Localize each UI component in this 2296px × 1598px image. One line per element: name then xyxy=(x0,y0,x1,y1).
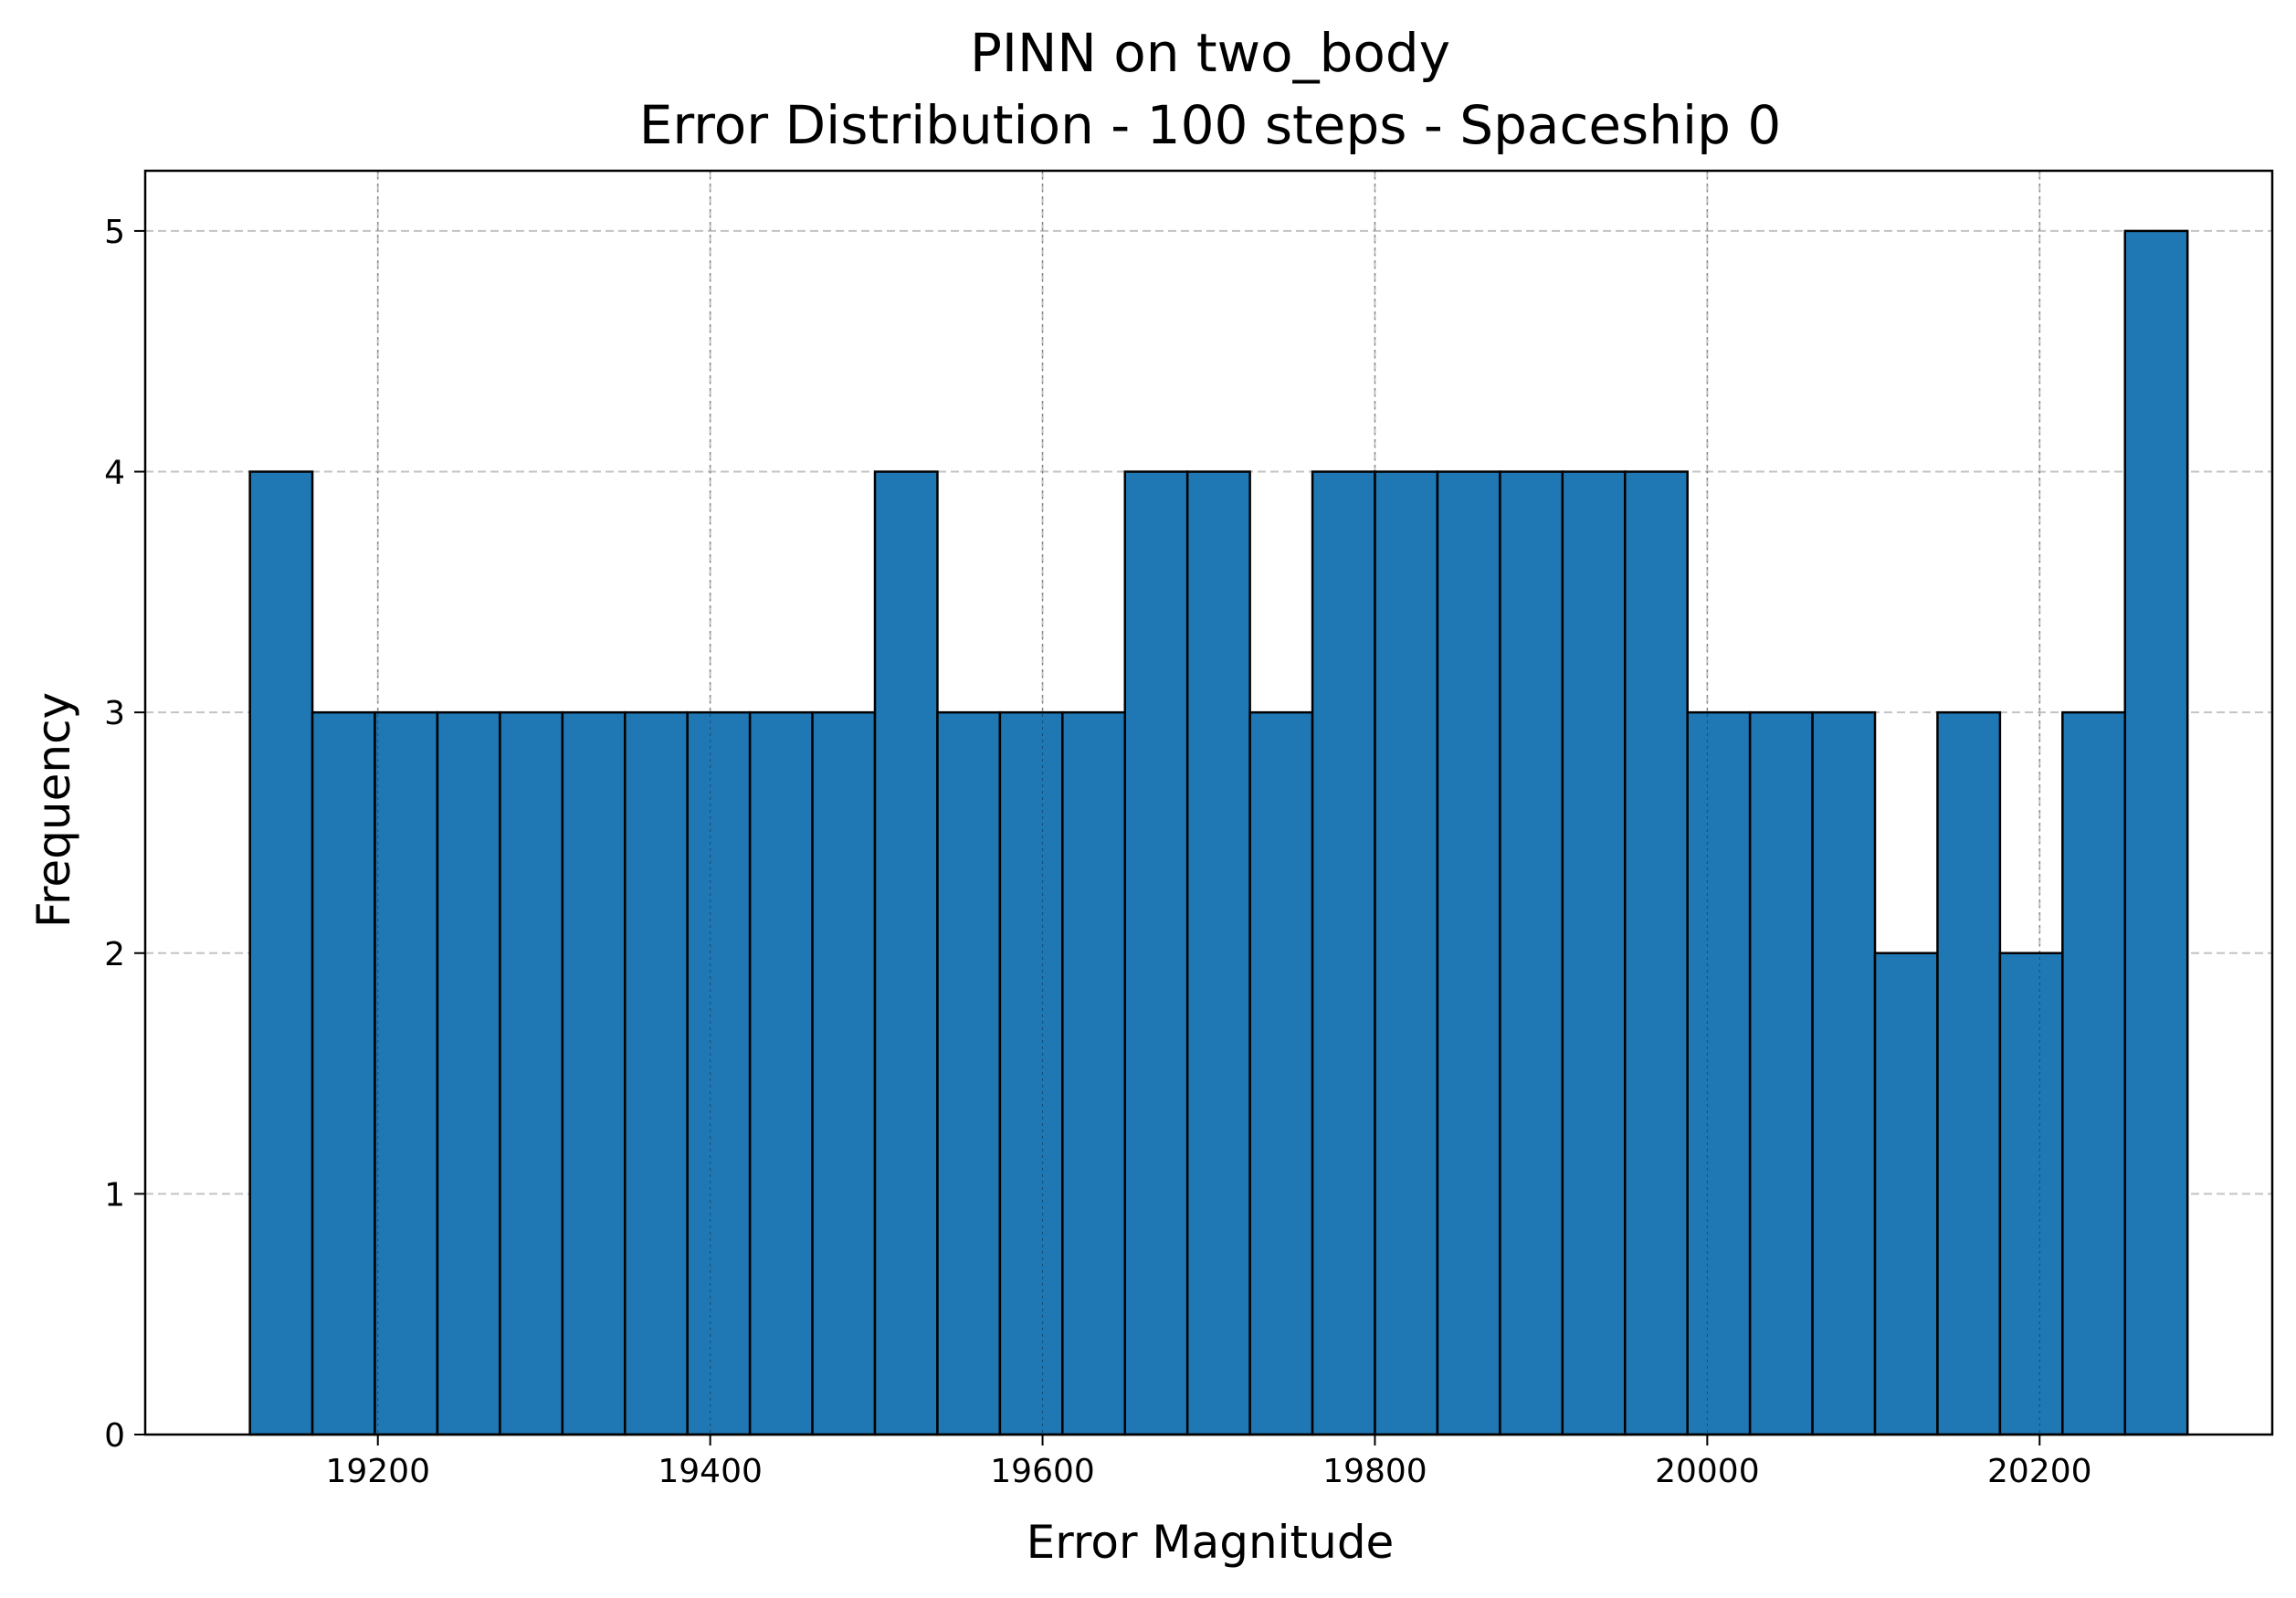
x-tick-label: 19200 xyxy=(325,1453,430,1490)
y-tick-label: 2 xyxy=(104,936,125,973)
histogram-bar xyxy=(1499,470,1564,1436)
histogram-bar xyxy=(1936,710,2002,1436)
histogram-bar xyxy=(1998,951,2064,1436)
histogram-bar xyxy=(374,710,439,1436)
histogram-bar xyxy=(998,710,1064,1436)
chart-title: PINN on two_body xyxy=(970,22,1450,84)
histogram-bar xyxy=(811,710,877,1436)
histogram-bar xyxy=(624,710,689,1436)
x-tick-label: 19400 xyxy=(658,1453,763,1490)
histogram-bar xyxy=(1436,470,1501,1436)
histogram-bar xyxy=(1624,470,1689,1436)
histogram-bar xyxy=(248,470,314,1436)
plot-area-frame xyxy=(143,169,2274,1436)
histogram-bar xyxy=(1311,470,1376,1436)
histogram-bar xyxy=(1686,710,1752,1436)
histogram-bar xyxy=(1185,470,1251,1436)
y-axis-label: Frequency xyxy=(27,692,80,928)
x-tick-label: 20200 xyxy=(1987,1453,2092,1490)
histogram-bars xyxy=(248,229,2189,1436)
histogram-bar xyxy=(936,710,1002,1436)
histogram-bar xyxy=(873,470,939,1436)
chart-subtitle: Error Distribution - 100 steps - Spacesh… xyxy=(639,94,1782,156)
x-axis-label: Error Magnitude xyxy=(1027,1516,1395,1569)
x-axis-ticks: 19200 19400 19600 19800 20000 20200 xyxy=(325,1435,2092,1490)
y-tick-label: 3 xyxy=(104,695,125,732)
histogram-bar xyxy=(686,710,752,1436)
x-tick-label: 20000 xyxy=(1655,1453,1760,1490)
y-axis-ticks: 0 1 2 3 4 5 xyxy=(104,214,145,1455)
histogram-bar xyxy=(1123,470,1189,1436)
x-tick-label: 19800 xyxy=(1322,1453,1427,1490)
x-tick-label: 19600 xyxy=(990,1453,1095,1490)
y-tick-label: 1 xyxy=(104,1176,125,1214)
histogram-bar xyxy=(1248,710,1314,1436)
histogram-bar xyxy=(1873,951,1939,1436)
histogram-bar xyxy=(1748,710,1814,1436)
histogram-bar xyxy=(748,710,814,1436)
histogram-bar xyxy=(1374,470,1439,1436)
histogram-bar xyxy=(499,710,564,1436)
y-tick-label: 5 xyxy=(104,214,125,251)
histogram-bar xyxy=(2123,229,2189,1436)
histogram-bar xyxy=(1061,710,1127,1436)
histogram-bar xyxy=(2061,710,2127,1436)
histogram-bar xyxy=(1811,710,1877,1436)
histogram-bar xyxy=(436,710,501,1436)
histogram-bar xyxy=(1561,470,1627,1436)
histogram-bar xyxy=(311,710,376,1436)
histogram-bar xyxy=(561,710,627,1436)
y-tick-label: 4 xyxy=(104,455,125,492)
y-tick-label: 0 xyxy=(104,1417,125,1455)
